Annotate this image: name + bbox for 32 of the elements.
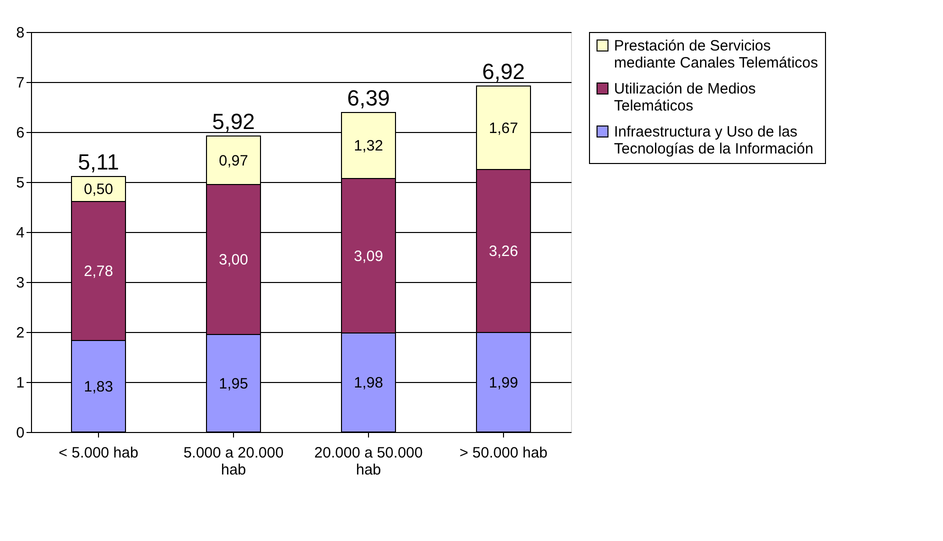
- legend-label: Utilización de Medios Telemáticos: [614, 80, 756, 114]
- legend-label: Prestación de Servicios mediante Canales Telemáticos: [614, 38, 818, 72]
- x-tick-label: 5.000 a 20.000 hab: [183, 444, 284, 478]
- y-tick-label: 2: [16, 324, 24, 342]
- y-tick-label: 3: [16, 274, 24, 292]
- data-label: 3,09: [354, 248, 384, 265]
- y-tick-label: 5: [16, 174, 24, 192]
- total-label: 5,11: [78, 150, 120, 174]
- data-label: 1,99: [488, 374, 518, 392]
- data-label: 0,97: [218, 152, 248, 170]
- y-tick-label: 0: [16, 424, 24, 442]
- data-label: 1,67: [488, 120, 518, 137]
- x-tick-label: < 5.000 hab: [58, 444, 138, 462]
- data-label: 2,78: [84, 263, 114, 280]
- y-tick-label: 6: [16, 124, 24, 142]
- y-tick-label: 8: [16, 24, 24, 42]
- data-label: 1,32: [354, 138, 384, 154]
- y-tick-label: 4: [16, 224, 24, 242]
- total-label: 5,92: [212, 109, 255, 134]
- data-label: 3,00: [218, 252, 248, 268]
- data-label: 3,26: [488, 243, 518, 260]
- y-tick-label: 1: [16, 374, 24, 392]
- legend-label: Infraestructura y Uso de las Tecnologías de la Información: [614, 124, 814, 158]
- x-tick-label: 20.000 a 50.000 hab: [314, 444, 423, 478]
- data-label: 1,98: [354, 374, 384, 392]
- total-label: 6,92: [482, 59, 525, 84]
- data-label: 1,83: [84, 378, 114, 396]
- x-tick-label: > 50.000 hab: [459, 444, 548, 462]
- total-label: 6,39: [347, 86, 390, 110]
- data-label: 1,95: [218, 375, 248, 392]
- y-tick-label: 7: [16, 74, 24, 92]
- data-label: 0,50: [84, 181, 114, 198]
